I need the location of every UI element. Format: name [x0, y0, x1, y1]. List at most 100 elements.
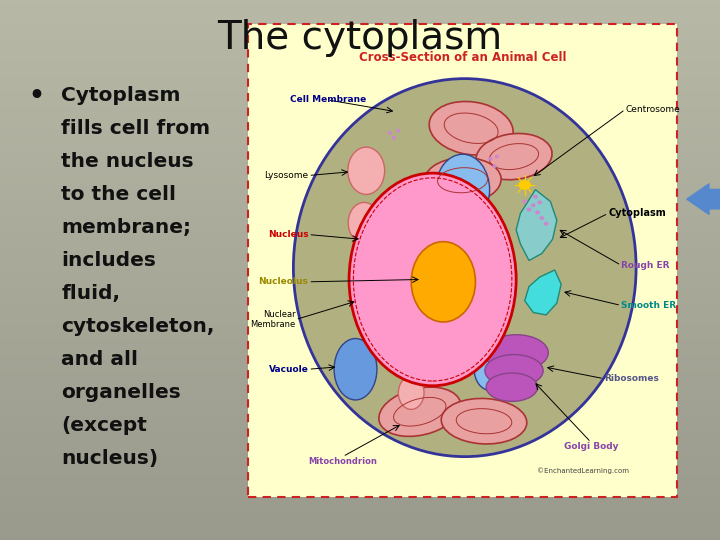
Bar: [0, 302, 720, 308]
Bar: [0, 135, 720, 140]
Bar: [0, 265, 720, 270]
Bar: [0, 189, 720, 194]
Bar: [0, 162, 720, 167]
Bar: [0, 254, 720, 259]
Ellipse shape: [411, 241, 475, 322]
Bar: [0, 0, 720, 5]
Text: Cross-Section of an Animal Cell: Cross-Section of an Animal Cell: [359, 51, 567, 64]
Text: Vacuole: Vacuole: [269, 364, 308, 374]
Text: Mitochondrion: Mitochondrion: [308, 457, 377, 465]
Ellipse shape: [293, 79, 636, 457]
Bar: [248, 24, 677, 497]
Bar: [0, 11, 720, 16]
Text: ©EnchantedLearning.com: ©EnchantedLearning.com: [536, 468, 629, 474]
Polygon shape: [516, 190, 557, 261]
Bar: [0, 470, 720, 475]
Bar: [0, 340, 720, 346]
Circle shape: [397, 130, 400, 132]
Bar: [0, 529, 720, 535]
Text: and all: and all: [61, 350, 138, 369]
Ellipse shape: [485, 355, 543, 387]
Bar: [0, 65, 720, 70]
Bar: [0, 22, 720, 27]
Text: fluid,: fluid,: [61, 284, 120, 303]
Bar: [0, 216, 720, 221]
Text: Centrosome: Centrosome: [626, 105, 680, 114]
Circle shape: [540, 217, 544, 219]
Bar: [0, 378, 720, 383]
Bar: [0, 103, 720, 108]
Text: the nucleus: the nucleus: [61, 152, 194, 171]
Bar: [0, 92, 720, 97]
Bar: [0, 518, 720, 524]
Text: Rough ER: Rough ER: [621, 261, 670, 270]
Bar: [0, 178, 720, 184]
Bar: [0, 200, 720, 205]
Circle shape: [495, 156, 498, 158]
Bar: [0, 81, 720, 86]
Bar: [0, 400, 720, 405]
Text: nucleus): nucleus): [61, 449, 158, 468]
Text: Smooth ER: Smooth ER: [621, 301, 676, 310]
Bar: [0, 373, 720, 378]
Bar: [0, 513, 720, 518]
Bar: [0, 502, 720, 508]
Bar: [0, 481, 720, 486]
Bar: [0, 410, 720, 416]
Ellipse shape: [334, 339, 377, 400]
Bar: [0, 259, 720, 265]
Text: •: •: [29, 84, 45, 107]
Bar: [0, 43, 720, 49]
Bar: [0, 535, 720, 540]
Ellipse shape: [398, 376, 424, 409]
Bar: [0, 27, 720, 32]
Circle shape: [538, 201, 541, 204]
Bar: [0, 5, 720, 11]
Bar: [0, 49, 720, 54]
Circle shape: [544, 222, 548, 225]
Text: Cytoplasm: Cytoplasm: [608, 208, 666, 218]
Bar: [0, 248, 720, 254]
Bar: [0, 16, 720, 22]
Ellipse shape: [379, 387, 461, 436]
Circle shape: [534, 195, 537, 198]
Bar: [0, 351, 720, 356]
Circle shape: [519, 181, 531, 189]
Ellipse shape: [436, 154, 490, 225]
Text: Ribosomes: Ribosomes: [604, 374, 659, 383]
Bar: [0, 243, 720, 248]
Ellipse shape: [348, 147, 384, 194]
Polygon shape: [525, 270, 561, 315]
Circle shape: [392, 137, 395, 139]
Text: The cytoplasm: The cytoplasm: [217, 19, 503, 57]
Bar: [0, 459, 720, 464]
Bar: [0, 119, 720, 124]
Ellipse shape: [429, 102, 513, 155]
Bar: [0, 443, 720, 448]
Bar: [0, 475, 720, 481]
Bar: [0, 346, 720, 351]
Circle shape: [523, 200, 526, 203]
Bar: [0, 157, 720, 162]
Bar: [0, 356, 720, 362]
Bar: [0, 70, 720, 76]
Text: includes: includes: [61, 251, 156, 270]
Bar: [0, 140, 720, 146]
Bar: [0, 173, 720, 178]
Bar: [0, 437, 720, 443]
Bar: [0, 454, 720, 459]
Text: Cell Membrane: Cell Membrane: [289, 96, 366, 104]
Bar: [0, 227, 720, 232]
Ellipse shape: [476, 133, 552, 180]
Bar: [0, 184, 720, 189]
Bar: [0, 508, 720, 513]
Text: Nuclear
Membrane: Nuclear Membrane: [251, 310, 295, 329]
Ellipse shape: [441, 399, 527, 444]
Bar: [0, 464, 720, 470]
Bar: [0, 275, 720, 281]
Text: Golgi Body: Golgi Body: [564, 442, 618, 451]
Bar: [0, 427, 720, 432]
Circle shape: [388, 132, 391, 134]
Circle shape: [493, 165, 496, 167]
Text: Nucleolus: Nucleolus: [258, 278, 308, 286]
